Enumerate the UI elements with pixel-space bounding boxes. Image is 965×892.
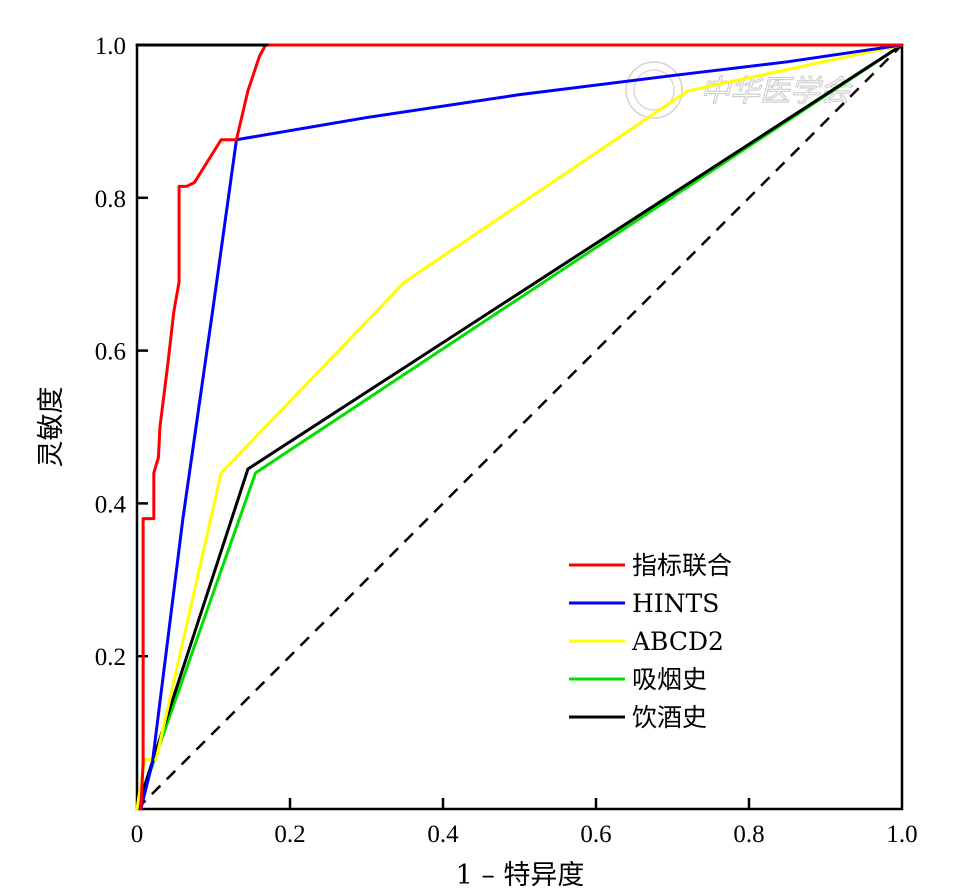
y-tick-label: 0.8 xyxy=(95,186,126,213)
axis-ticks xyxy=(137,196,751,809)
legend-label: 指标联合 xyxy=(632,551,732,580)
y-tick-label: 0.4 xyxy=(95,491,127,518)
legend-label: 饮酒史 xyxy=(632,703,707,732)
legend-label: ABCD2 xyxy=(631,627,724,656)
reference-diagonal-line xyxy=(136,44,903,810)
x-axis-title: 1 – 特异度 xyxy=(456,860,585,891)
series-line-4 xyxy=(135,43,904,811)
axis-tick-labels: 0 0.2 0.4 0.6 0.8 1.0 0.2 0.4 0.6 0.8 1.0 xyxy=(95,33,918,848)
x-tick-label: 0.4 xyxy=(427,821,459,848)
x-tick-label: 0.2 xyxy=(274,821,305,848)
series-line-0 xyxy=(139,43,904,811)
y-tick-label: 0.6 xyxy=(95,339,126,366)
x-tick-label: 0.6 xyxy=(580,821,611,848)
y-axis-title: 灵敏度 xyxy=(36,387,67,468)
watermark-seal-icon xyxy=(625,61,683,119)
series-line-2 xyxy=(135,43,904,811)
x-tick-label: 0 xyxy=(131,821,144,848)
x-tick-label: 0.8 xyxy=(733,821,764,848)
watermark-seal-inner-icon xyxy=(633,69,675,111)
series-line-3 xyxy=(135,43,904,811)
legend-label: 吸烟史 xyxy=(632,665,707,694)
series-lines xyxy=(135,43,904,811)
y-tick-label: 1.0 xyxy=(95,33,126,60)
x-tick-label: 1.0 xyxy=(886,821,917,848)
series-line-1 xyxy=(139,43,904,811)
y-tick-label: 0.2 xyxy=(95,644,126,671)
legend-label: HINTS xyxy=(632,589,719,618)
